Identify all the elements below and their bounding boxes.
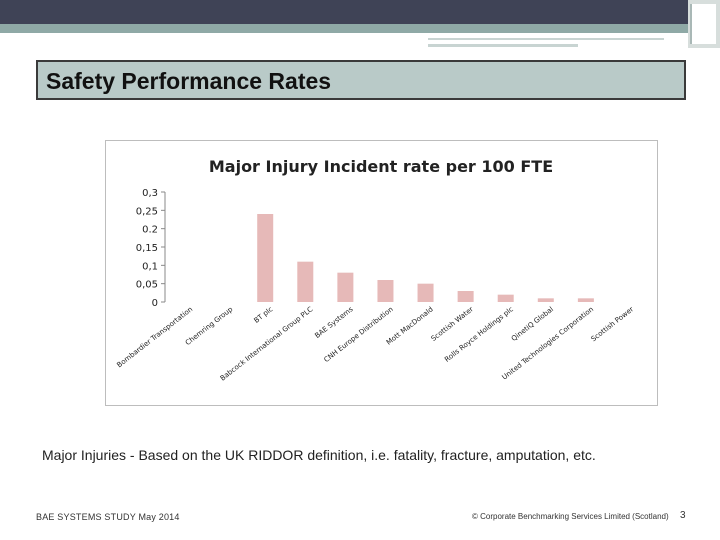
chart-frame: Major Injury Incident rate per 100 FTE 0 0… <box>105 140 658 406</box>
chart-note: Major Injuries - Based on the UK RIDDOR … <box>42 447 596 463</box>
y-tick-label: 0 <box>152 298 158 309</box>
chart-bar <box>577 298 594 302</box>
footer-study-label: BAE SYSTEMS STUDY May 2014 <box>36 512 180 522</box>
slide-title: Safety Performance Rates <box>46 68 332 94</box>
chart-title: Major Injury Incident rate per 100 FTE <box>209 157 553 176</box>
y-tick-label: 0,15 <box>136 243 158 254</box>
x-category-label: CNH Europe Distribution <box>323 305 395 364</box>
x-category-label: BAE Systems <box>313 305 354 340</box>
slide-title-box: Safety Performance Rates <box>36 60 686 100</box>
y-tick-label: 0,1 <box>142 261 158 272</box>
x-category-label: Bombardier Transportation <box>115 305 194 369</box>
y-tick-label: 0.2 <box>142 225 158 236</box>
y-tick-label: 0,05 <box>136 280 158 291</box>
x-category-label: BT plc <box>253 305 275 325</box>
page-number: 3 <box>680 510 686 521</box>
decorative-rule <box>428 38 664 40</box>
chart-bar <box>297 261 314 302</box>
chart-bar <box>497 294 514 302</box>
chart-bar <box>537 298 554 302</box>
y-tick-label: 0,25 <box>136 206 158 217</box>
decorative-rule <box>428 44 578 47</box>
corner-decoration-inner <box>690 4 716 44</box>
x-category-label: Rolls Royce Holdings plc <box>443 305 515 364</box>
x-category-label: Scottish Power <box>590 305 636 343</box>
chart-bar <box>457 291 474 302</box>
y-tick-label: 0,3 <box>142 188 158 199</box>
top-banner <box>0 0 720 24</box>
corner-decoration <box>688 0 720 48</box>
chart-bar <box>337 272 354 302</box>
bar-chart: Major Injury Incident rate per 100 FTE 0 0… <box>115 157 636 383</box>
footer-copyright: © Corporate Benchmarking Services Limite… <box>472 512 669 521</box>
chart-bar <box>257 214 274 302</box>
chart-bar <box>417 283 434 302</box>
chart-bar <box>377 280 394 302</box>
top-stripe <box>0 24 720 33</box>
